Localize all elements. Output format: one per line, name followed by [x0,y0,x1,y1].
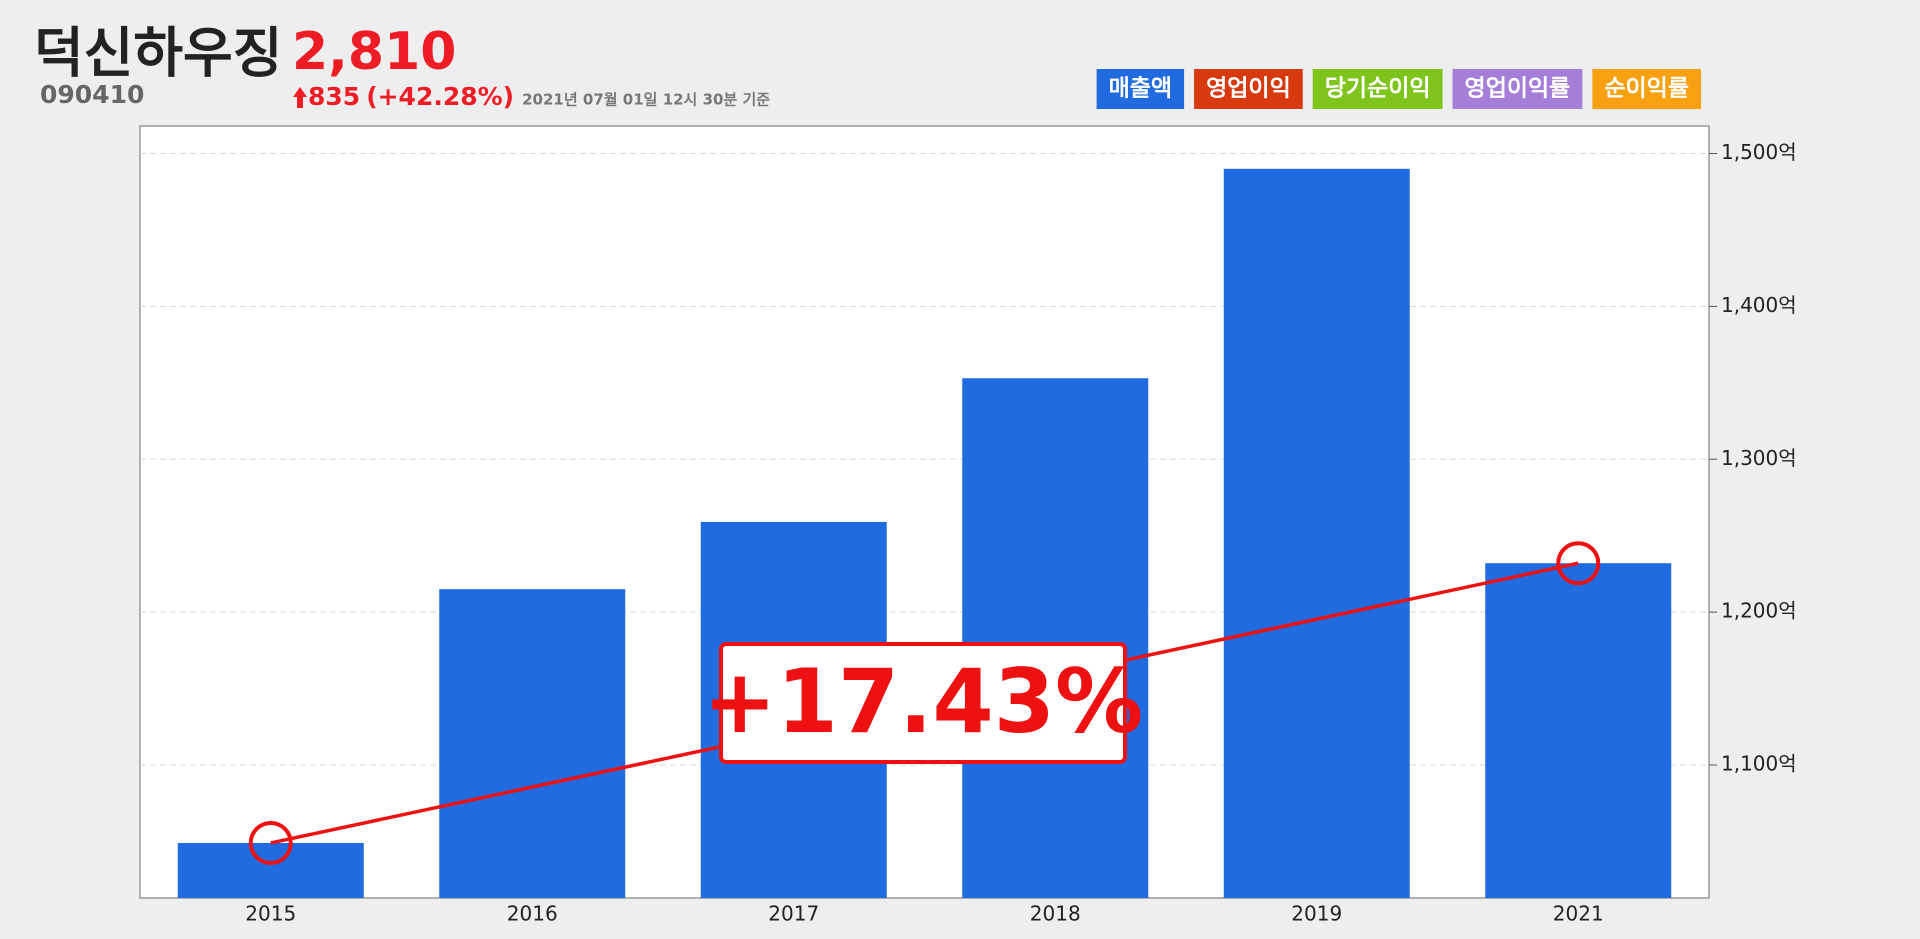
up-arrow-icon [293,87,307,108]
change-rate: (+42.28%) [366,82,514,111]
trend-point [1556,541,1601,586]
stock-name: 덕신하우징 [34,22,282,85]
x-tick-label: 2019 [1291,902,1342,926]
x-tick-label: 2015 [245,902,296,926]
x-tick-label: 2021 [1553,902,1604,926]
legend-label: 당기순이익 [1325,76,1431,102]
timestamp: 2021년 07월 01일 12시 30분 기준 [522,91,770,109]
plot-area [139,125,1710,899]
y-tick-label: 1,500억 [1721,140,1797,164]
legend-button[interactable] [1592,69,1701,109]
y-tick-label: 1,400억 [1721,293,1797,317]
stock-price: 2,810 [292,22,456,82]
y-tick-label: 1,200억 [1721,599,1797,623]
y-tick-label: 1,100억 [1721,752,1797,776]
x-tick-label: 2016 [507,902,558,926]
legend-button[interactable] [1096,69,1185,109]
bar [1485,563,1672,898]
price-change: 835 [308,82,360,111]
legend-label: 매출액 [1109,76,1172,102]
x-tick-label: 2017 [768,902,819,926]
bar [439,589,626,898]
bar [177,842,364,898]
annotation-box [719,642,1127,764]
annotation-text: +17.43% [703,650,1143,753]
trend-point [248,820,293,865]
legend-label: 영업이익 [1206,76,1291,102]
bar [962,378,1149,898]
x-tick-label: 2018 [1030,902,1081,926]
legend-button[interactable] [1452,69,1583,109]
y-tick-label: 1,300억 [1721,446,1797,470]
legend-label: 순이익률 [1604,76,1689,102]
stock-code: 090410 [40,80,144,109]
legend-button[interactable] [1312,69,1443,109]
legend-label: 영업이익률 [1465,76,1571,102]
bar [1223,168,1410,898]
legend-button[interactable] [1194,69,1303,109]
